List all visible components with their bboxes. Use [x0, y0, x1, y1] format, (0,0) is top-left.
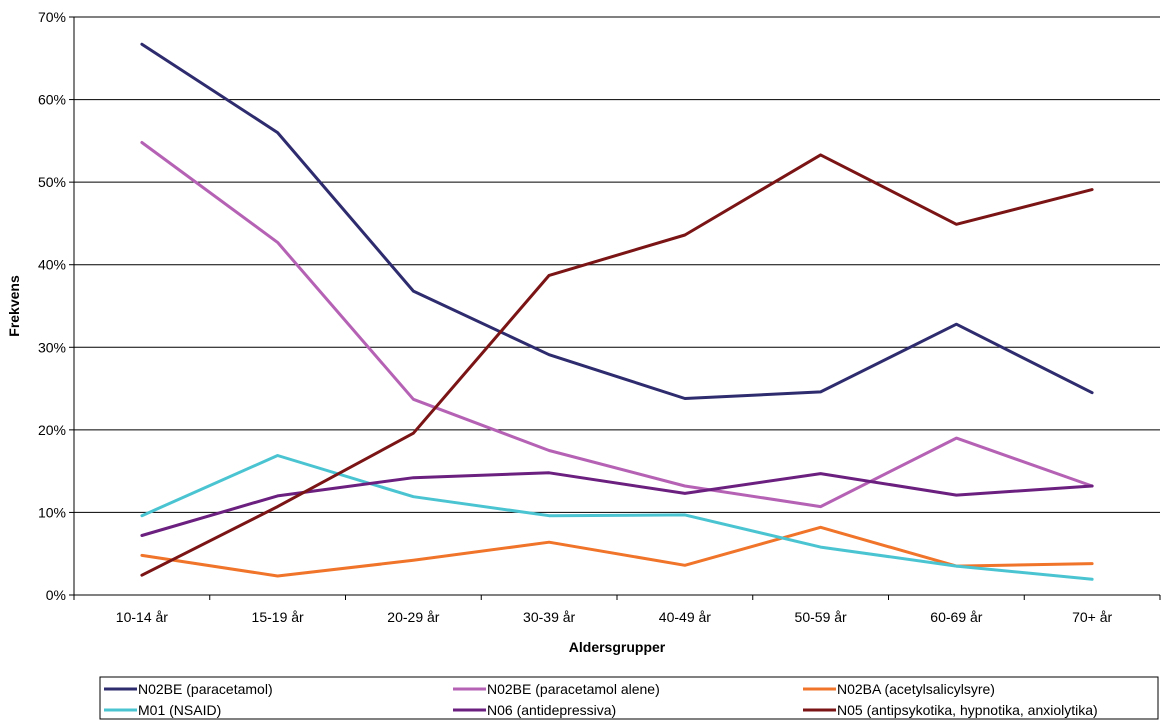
- series-lines: [140, 42, 1094, 581]
- series-line: [140, 525, 1094, 578]
- series-line: [140, 153, 1094, 577]
- y-tick-label: 30%: [38, 339, 66, 355]
- y-tick-label: 40%: [38, 257, 66, 273]
- legend-box: [99, 676, 1159, 720]
- x-tick-label: 15-19 år: [252, 609, 304, 625]
- y-tick-label: 60%: [38, 92, 66, 108]
- series-line: [140, 454, 1094, 581]
- series-line: [140, 141, 1094, 509]
- gridlines: [74, 16, 1160, 513]
- series-line: [140, 42, 1094, 400]
- y-tick-label: 70%: [38, 9, 66, 25]
- x-tick-label: 10-14 år: [116, 609, 168, 625]
- legend-label: N06 (antidepressiva): [487, 702, 616, 718]
- x-axis-title: Aldersgrupper: [569, 639, 666, 655]
- legend-label: N02BA (acetylsalicylsyre): [837, 681, 995, 697]
- legend: N02BE (paracetamol) N02BE (paracetamol al…: [99, 676, 1159, 720]
- x-tick-label: 20-29 år: [387, 609, 439, 625]
- axes: 0% 10% 20% 30% 40% 50% 60% 70% 10-14 år 15-19 år 2…: [38, 9, 1161, 625]
- legend-label: N02BE (paracetamol): [138, 681, 273, 697]
- x-tick-label: 30-39 år: [523, 609, 575, 625]
- y-tick-label: 10%: [38, 504, 66, 520]
- legend-label: N05 (antipsykotika, hypnotika, anxiolyti…: [837, 702, 1098, 718]
- y-tick-label: 50%: [38, 174, 66, 190]
- axis-labels: Frekvens Aldersgrupper: [6, 275, 666, 655]
- x-tick-label: 60-69 år: [930, 609, 982, 625]
- x-tick-label: 70+ år: [1072, 609, 1112, 625]
- legend-label: M01 (NSAID): [138, 702, 221, 718]
- x-tick-label: 50-59 år: [795, 609, 847, 625]
- x-tick-label: 40-49 år: [659, 609, 711, 625]
- y-tick-label: 0%: [46, 587, 66, 603]
- y-tick-label: 20%: [38, 422, 66, 438]
- y-axis-title: Frekvens: [6, 275, 22, 337]
- legend-label: N02BE (paracetamol alene): [487, 681, 660, 697]
